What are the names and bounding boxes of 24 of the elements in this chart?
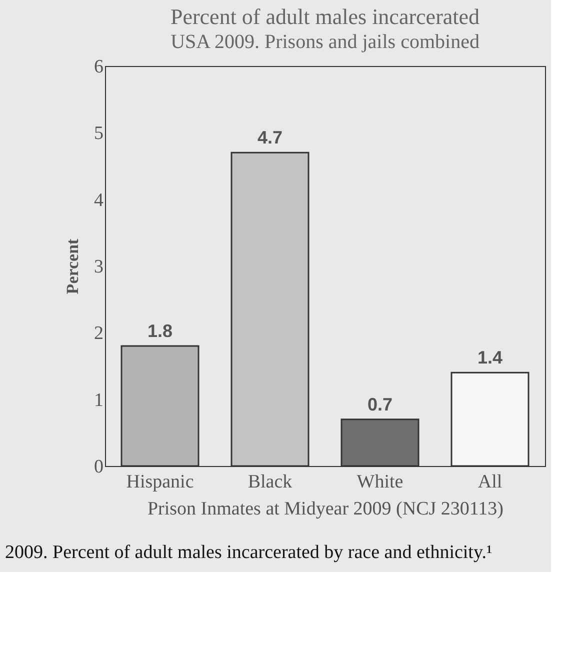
chart-title: Percent of adult males incarcerated bbox=[170, 4, 480, 29]
x-tick-label: Hispanic bbox=[126, 472, 194, 492]
chart-subtitle: USA 2009. Prisons and jails combined bbox=[170, 31, 480, 53]
y-tick-label: 2 bbox=[94, 323, 104, 344]
bar bbox=[340, 418, 420, 467]
y-tick-label: 3 bbox=[94, 256, 104, 278]
x-tick-label: White bbox=[356, 472, 404, 492]
data-label: 4.7 bbox=[257, 128, 283, 148]
x-tick-label: All bbox=[478, 472, 502, 492]
y-tick-label: 1 bbox=[94, 390, 104, 411]
bar bbox=[120, 345, 200, 467]
data-label: 0.7 bbox=[367, 394, 393, 414]
y-axis-title: Percent bbox=[63, 238, 82, 294]
y-tick-label: 6 bbox=[94, 56, 104, 78]
y-tick-label: 4 bbox=[94, 190, 104, 211]
data-label: 1.8 bbox=[147, 321, 173, 341]
y-tick-label: 0 bbox=[94, 456, 104, 478]
x-axis-title: Prison Inmates at Midyear 2009 (NCJ 230113) bbox=[147, 498, 504, 520]
text: 2009. Percent of adult males incarcerated by race and ethnicity.¹ bbox=[5, 542, 492, 563]
bar bbox=[230, 152, 310, 467]
data-label: 1.4 bbox=[477, 348, 503, 368]
x-tick-label: Black bbox=[248, 472, 293, 492]
bar bbox=[450, 372, 530, 467]
y-tick-label: 5 bbox=[94, 123, 104, 144]
